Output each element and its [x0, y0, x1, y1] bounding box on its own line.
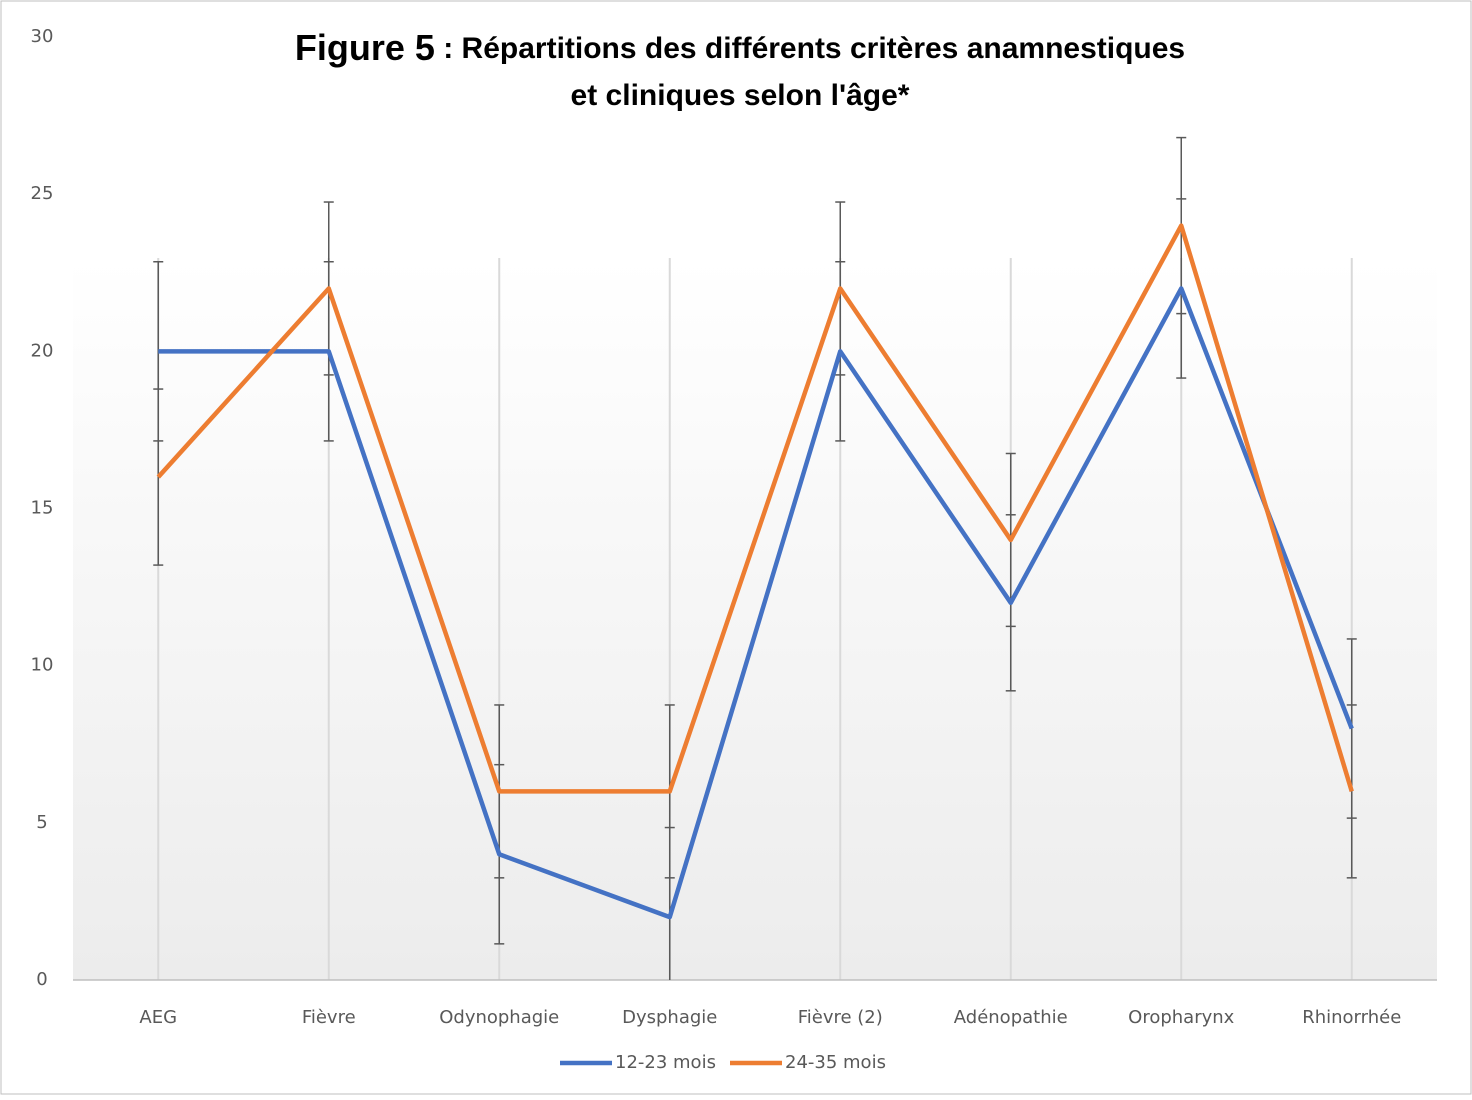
x-tick-label: AEG: [139, 1007, 177, 1028]
chart-title: Figure 5 : Répartitions des différents c…: [295, 27, 1185, 68]
legend-label: 24-35 mois: [785, 1052, 886, 1073]
legend-label: 12-23 mois: [615, 1052, 716, 1073]
y-tick-label: 0: [36, 969, 47, 990]
x-tick-label: Fièvre: [302, 1007, 356, 1028]
y-tick-label: 5: [36, 812, 47, 833]
series-line: [156, 223, 1354, 794]
x-tick-label: Oropharynx: [1128, 1007, 1235, 1028]
x-tick-label: Fièvre (2): [798, 1007, 883, 1028]
x-tick-label: Odynophagie: [439, 1007, 559, 1028]
plot-background: [73, 258, 1437, 980]
title-part: : Répartitions des différents critères a…: [435, 32, 1185, 65]
y-tick-label: 10: [31, 655, 54, 676]
series-line: [158, 286, 1354, 920]
title-part: Figure 5: [295, 27, 435, 68]
y-tick-label: 25: [31, 183, 54, 204]
x-tick-label: Adénopathie: [954, 1007, 1068, 1028]
y-tick-label: 30: [31, 26, 54, 47]
x-tick-label: Rhinorrhée: [1302, 1007, 1401, 1028]
x-tick-label: Dysphagie: [622, 1007, 717, 1028]
chart-title: et cliniques selon l'âge*: [571, 79, 910, 112]
y-tick-label: 20: [31, 340, 54, 361]
y-tick-label: 15: [31, 498, 54, 519]
